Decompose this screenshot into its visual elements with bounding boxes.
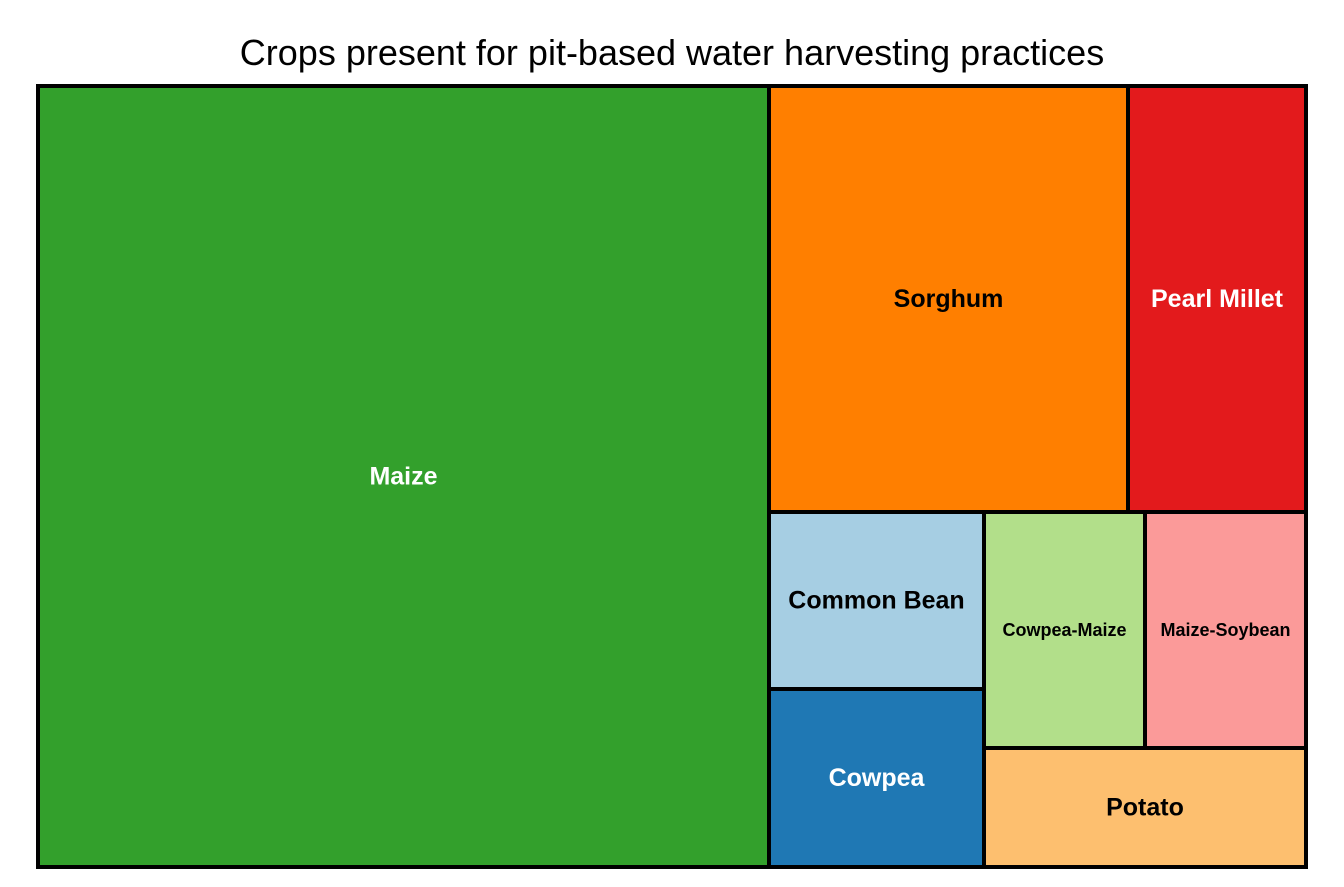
treemap-label-potato: Potato bbox=[1106, 794, 1184, 822]
treemap-cell-pearl-millet bbox=[1126, 84, 1308, 514]
treemap-label-common-bean: Common Bean bbox=[788, 587, 964, 615]
treemap-cell-maize bbox=[36, 84, 771, 869]
treemap-cell-potato bbox=[982, 746, 1308, 869]
chart-title: Crops present for pit-based water harves… bbox=[239, 32, 1105, 73]
treemap-label-cowpea: Cowpea bbox=[829, 764, 926, 792]
treemap-label-maize: Maize bbox=[369, 463, 437, 491]
treemap-label-cowpea-maize: Cowpea-Maize bbox=[1002, 620, 1126, 640]
treemap-border bbox=[36, 84, 1308, 869]
treemap-label-maize-soybean: Maize-Soybean bbox=[1160, 620, 1290, 640]
treemap-label-pearl-millet: Pearl Millet bbox=[1151, 285, 1284, 313]
treemap-label-sorghum: Sorghum bbox=[894, 285, 1004, 313]
